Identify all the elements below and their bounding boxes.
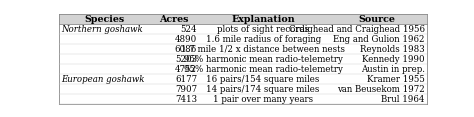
Text: 5203: 5203 <box>175 55 197 64</box>
Text: Kennedy 1990: Kennedy 1990 <box>362 55 425 64</box>
Text: Species: Species <box>84 15 124 24</box>
Text: 1.7 mile 1/2 x distance between nests: 1.7 mile 1/2 x distance between nests <box>181 45 345 54</box>
Text: 14 pairs/174 square miles: 14 pairs/174 square miles <box>207 85 320 94</box>
Text: 524: 524 <box>181 25 197 34</box>
Text: 6177: 6177 <box>175 75 197 84</box>
Text: Explanation: Explanation <box>231 15 295 24</box>
Text: 95% harmonic mean radio-telemetry: 95% harmonic mean radio-telemetry <box>184 65 343 74</box>
Text: European goshawk: European goshawk <box>61 75 145 84</box>
Text: Eng and Gulion 1962: Eng and Gulion 1962 <box>333 35 425 44</box>
Bar <box>59 14 427 24</box>
Text: van Beusekom 1972: van Beusekom 1972 <box>337 85 425 94</box>
Text: 7907: 7907 <box>175 85 197 94</box>
Text: Acres: Acres <box>159 15 189 24</box>
Text: 4752: 4752 <box>175 65 197 74</box>
Text: 7413: 7413 <box>175 95 197 104</box>
Text: Reynolds 1983: Reynolds 1983 <box>360 45 425 54</box>
Text: 95% harmonic mean radio-telemetry: 95% harmonic mean radio-telemetry <box>184 55 343 64</box>
Text: Northern goshawk: Northern goshawk <box>61 25 143 34</box>
Text: plots of sight records: plots of sight records <box>217 25 310 34</box>
Text: 4890: 4890 <box>175 35 197 44</box>
Text: 1 pair over many years: 1 pair over many years <box>213 95 313 104</box>
Text: 1.6 mile radius of foraging: 1.6 mile radius of foraging <box>206 35 321 44</box>
Text: 16 pairs/154 square miles: 16 pairs/154 square miles <box>207 75 320 84</box>
Text: Brul 1964: Brul 1964 <box>382 95 425 104</box>
Text: Source: Source <box>358 15 395 24</box>
Text: Craighead and Craighead 1956: Craighead and Craighead 1956 <box>289 25 425 34</box>
Text: Austin in prep.: Austin in prep. <box>361 65 425 74</box>
Text: Kramer 1955: Kramer 1955 <box>367 75 425 84</box>
Text: 6086: 6086 <box>175 45 197 54</box>
